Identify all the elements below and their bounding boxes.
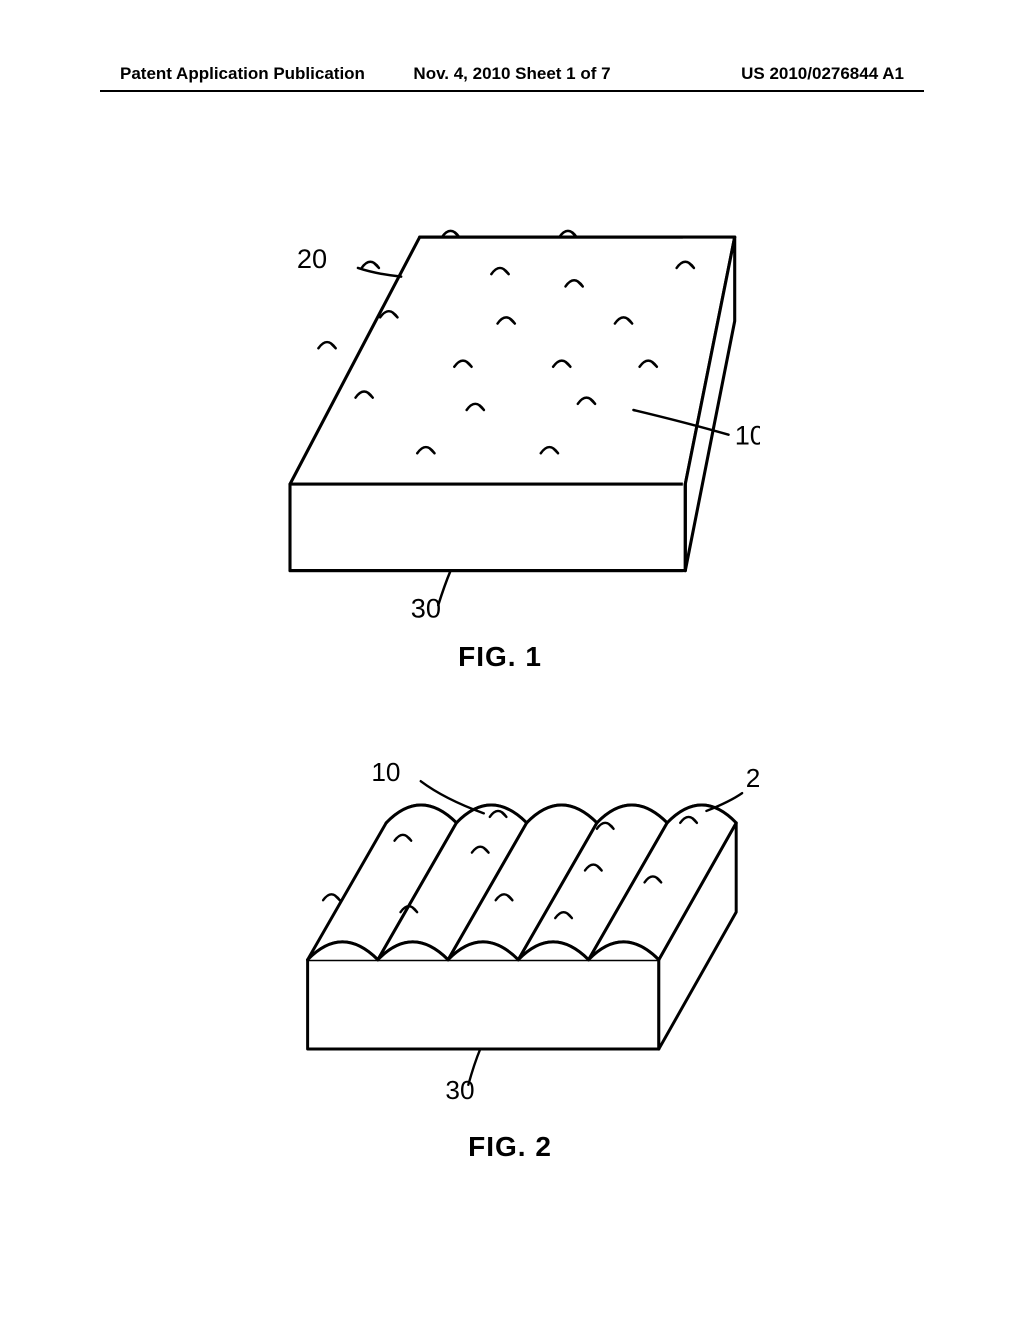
header-left: Patent Application Publication: [120, 64, 365, 84]
figure-1-svg: 20 10 30: [240, 200, 760, 620]
page: Patent Application Publication Nov. 4, 2…: [0, 0, 1024, 1320]
page-header: Patent Application Publication Nov. 4, 2…: [0, 64, 1024, 84]
fig2-label-10: 10: [371, 757, 400, 787]
figure-2-svg: 10 25 30: [260, 750, 760, 1110]
fig1-label-30: 30: [411, 593, 441, 620]
fig2-caption: FIG. 2: [260, 1131, 760, 1163]
fig1-caption: FIG. 1: [240, 641, 760, 673]
figure-1: 20 10 30 FIG. 1: [240, 200, 760, 673]
header-center: Nov. 4, 2010 Sheet 1 of 7: [413, 64, 610, 84]
fig1-label-20: 20: [297, 243, 327, 274]
header-rule: [100, 90, 924, 92]
header-right: US 2010/0276844 A1: [741, 64, 904, 84]
fig2-label-30: 30: [445, 1075, 474, 1105]
fig1-label-10: 10: [735, 420, 760, 451]
fig2-label-25: 25: [746, 763, 760, 793]
figure-2: 10 25 30 FIG. 2: [260, 750, 760, 1163]
